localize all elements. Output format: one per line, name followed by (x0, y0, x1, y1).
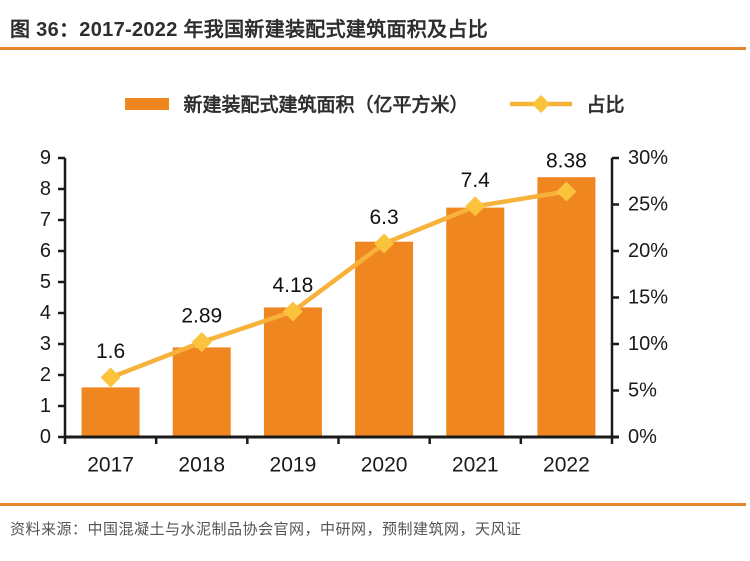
ratio-marker-2017 (100, 367, 121, 388)
ratio-marker-2022 (556, 181, 577, 202)
x-category-label: 2020 (361, 454, 408, 477)
legend-item-line-series: 占比 (509, 90, 625, 117)
right-tick-label: 30% (628, 147, 668, 169)
bar-value-label: 1.6 (96, 340, 125, 363)
right-tick-label: 5% (628, 380, 657, 402)
left-tick-label: 7 (40, 209, 51, 231)
left-tick-label: 0 (40, 426, 51, 448)
legend-diamond-icon (531, 94, 550, 113)
bar-value-label: 8.38 (546, 150, 587, 173)
figure-title: 图 36：2017-2022 年我国新建装配式建筑面积及占比 (10, 19, 489, 41)
x-category-label: 2017 (87, 454, 134, 477)
right-tick-label: 25% (628, 194, 668, 216)
bar-2020 (355, 241, 414, 437)
left-tick-label: 5 (40, 271, 51, 293)
bar-value-label: 6.3 (369, 206, 398, 229)
ratio-marker-2018 (191, 332, 212, 353)
bar-value-label: 7.4 (461, 169, 491, 192)
right-tick-label: 20% (628, 240, 668, 262)
source-note: 资料来源：中国混凝土与水泥制品协会官网，中研网，预制建筑网，天风证 (10, 521, 522, 538)
bar-2018 (172, 347, 231, 437)
line-series-swatch (509, 94, 572, 113)
bar-value-label: 2.89 (181, 305, 222, 328)
x-category-label: 2018 (178, 454, 225, 477)
bar-2021 (446, 207, 505, 437)
chart-legend: 新建装配式建筑面积（亿平方米） 占比 (0, 90, 750, 117)
right-tick-label: 10% (628, 333, 668, 355)
left-tick-label: 4 (40, 302, 51, 324)
bar-series-label: 新建装配式建筑面积（亿平方米） (183, 95, 469, 116)
ratio-marker-2021 (465, 196, 486, 217)
bar-2022 (537, 177, 596, 437)
right-tick-label: 15% (628, 287, 668, 309)
legend-item-bar-series: 新建装配式建筑面积（亿平方米） (125, 90, 469, 117)
x-category-label: 2022 (543, 454, 590, 477)
left-tick-label: 3 (40, 333, 51, 355)
line-series-label: 占比 (586, 95, 625, 116)
left-tick-label: 2 (40, 364, 51, 386)
bar-2019 (263, 307, 322, 437)
ratio-marker-2020 (374, 233, 395, 254)
x-category-label: 2021 (452, 454, 499, 477)
top-divider (0, 47, 746, 50)
bar-2017 (81, 387, 140, 437)
x-category-label: 2019 (270, 454, 317, 477)
ratio-line (109, 189, 567, 380)
left-tick-label: 9 (40, 147, 51, 169)
left-tick-label: 1 (40, 395, 51, 417)
right-tick-label: 0% (628, 426, 657, 448)
left-tick-label: 8 (40, 178, 51, 200)
bottom-divider (0, 503, 746, 506)
bar-value-label: 4.18 (272, 274, 313, 297)
left-tick-label: 6 (40, 240, 51, 262)
bar-series-swatch (125, 97, 170, 110)
ratio-marker-2019 (282, 301, 303, 322)
